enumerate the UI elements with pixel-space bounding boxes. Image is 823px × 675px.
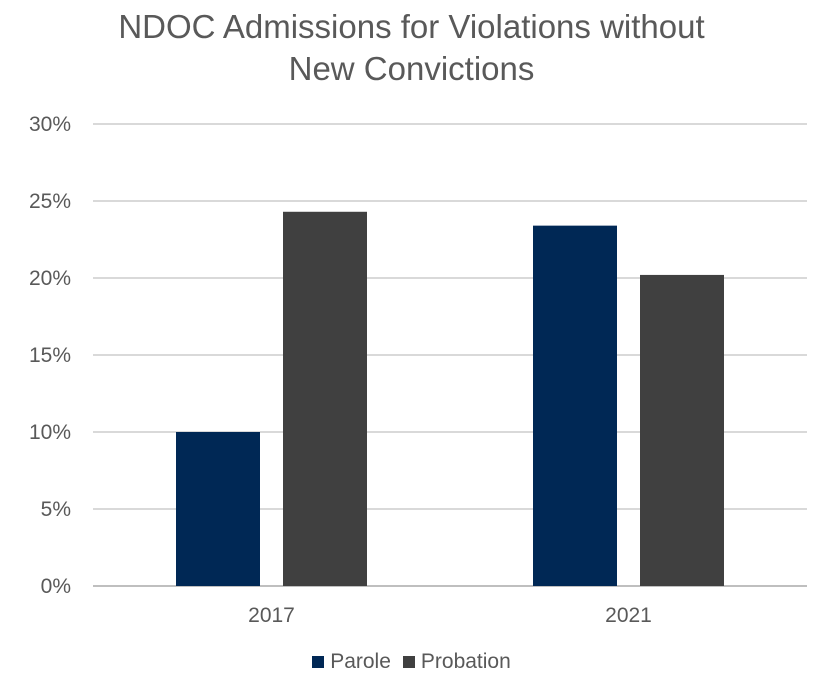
x-tick-label: 2021 (605, 604, 652, 627)
legend-item-parole: Parole (312, 650, 391, 674)
legend-swatch-probation (402, 656, 415, 668)
y-tick-label: 25% (29, 190, 71, 213)
y-tick-label: 15% (29, 344, 71, 367)
bar-probation-2017 (283, 211, 367, 586)
x-tick-label: 2017 (248, 604, 295, 627)
y-tick-label: 30% (29, 113, 71, 136)
chart-title-line-2: New Convictions (288, 50, 535, 87)
legend-label-parole: Parole (330, 650, 391, 673)
bar-parole-2017 (176, 432, 260, 586)
y-tick-label: 20% (29, 267, 71, 290)
legend-swatch-parole (312, 656, 325, 668)
bar-probation-2021 (640, 274, 724, 586)
legend: Parole Probation (0, 650, 823, 674)
y-tick-label: 0% (41, 575, 71, 598)
chart-title-line-1: NDOC Admissions for Violations without (118, 8, 705, 45)
chart-title: NDOC Admissions for Violations without N… (0, 6, 823, 90)
plot-area: 0% 5% 10% 15% 20% 25% 30% 2017 2021 (29, 113, 807, 627)
legend-item-probation: Probation (402, 650, 511, 674)
y-tick-label: 5% (41, 498, 71, 521)
y-tick-label: 10% (29, 421, 71, 444)
legend-label-probation: Probation (420, 650, 511, 673)
bar-parole-2021 (533, 225, 617, 586)
